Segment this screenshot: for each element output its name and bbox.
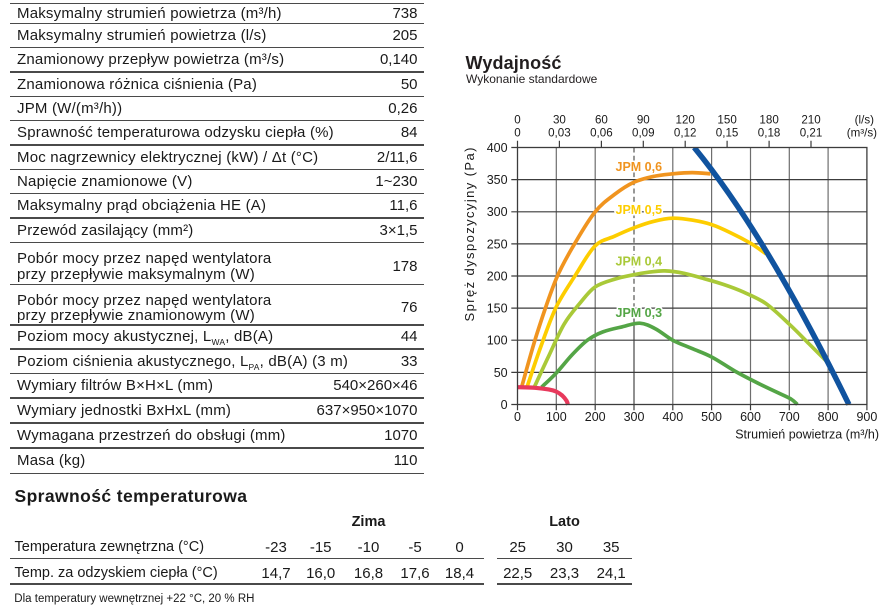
svg-text:Spręż dyspozycyjny (Pa): Spręż dyspozycyjny (Pa) (462, 146, 477, 321)
svg-text:Wydajność: Wydajność (466, 53, 562, 73)
svg-text:250: 250 (487, 237, 508, 251)
svg-text:0,21: 0,21 (800, 127, 823, 140)
svg-text:210: 210 (801, 113, 820, 126)
svg-text:0,12: 0,12 (674, 127, 697, 140)
svg-text:100: 100 (546, 410, 567, 424)
svg-text:180: 180 (759, 113, 778, 126)
svg-text:500: 500 (701, 410, 722, 424)
svg-text:120: 120 (676, 113, 695, 126)
svg-text:0: 0 (514, 127, 520, 140)
svg-text:300: 300 (487, 205, 508, 219)
svg-text:200: 200 (487, 269, 508, 283)
svg-text:JPM 0,5: JPM 0,5 (616, 203, 663, 217)
svg-text:0,06: 0,06 (590, 127, 613, 140)
svg-text:(l/s): (l/s) (855, 113, 874, 126)
svg-text:Wykonanie standardowe: Wykonanie standardowe (466, 72, 598, 86)
svg-text:400: 400 (487, 141, 508, 155)
svg-text:100: 100 (487, 334, 508, 348)
svg-text:900: 900 (856, 410, 877, 424)
svg-text:600: 600 (740, 410, 761, 424)
svg-text:200: 200 (585, 410, 606, 424)
svg-text:(m³/s): (m³/s) (847, 127, 877, 140)
svg-text:JPM 0,4: JPM 0,4 (616, 255, 663, 269)
svg-text:Strumień powietrza (m³/h): Strumień powietrza (m³/h) (735, 427, 879, 441)
svg-text:60: 60 (595, 113, 608, 126)
svg-text:150: 150 (487, 302, 508, 316)
svg-text:0,15: 0,15 (716, 127, 739, 140)
svg-text:0: 0 (514, 113, 520, 126)
svg-text:90: 90 (637, 113, 650, 126)
svg-text:0: 0 (514, 410, 521, 424)
svg-text:50: 50 (494, 366, 508, 380)
svg-text:700: 700 (779, 410, 800, 424)
svg-text:400: 400 (662, 410, 683, 424)
svg-text:300: 300 (624, 410, 645, 424)
svg-text:0,03: 0,03 (548, 127, 571, 140)
svg-text:0,18: 0,18 (758, 127, 781, 140)
svg-text:800: 800 (818, 410, 839, 424)
svg-text:JPM 0,6: JPM 0,6 (616, 160, 663, 174)
svg-text:350: 350 (487, 173, 508, 187)
svg-text:0: 0 (501, 398, 508, 412)
svg-text:0,09: 0,09 (632, 127, 655, 140)
svg-text:JPM 0,3: JPM 0,3 (616, 306, 663, 320)
svg-text:150: 150 (717, 113, 736, 126)
svg-text:30: 30 (553, 113, 566, 126)
